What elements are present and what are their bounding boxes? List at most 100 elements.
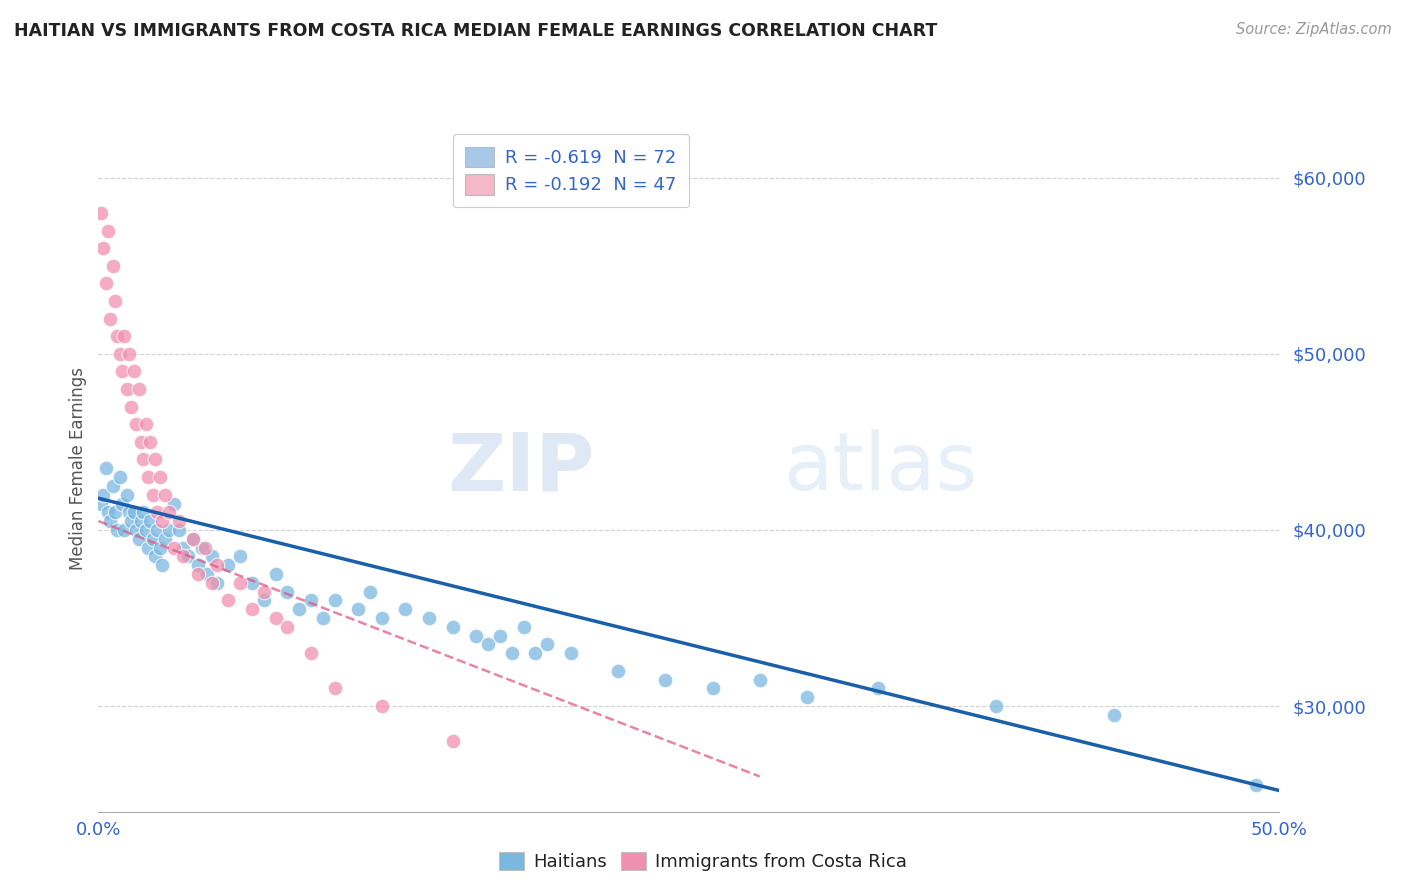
Point <box>125 523 148 537</box>
Point <box>229 549 252 564</box>
Point <box>163 496 186 510</box>
Point <box>104 505 127 519</box>
Point <box>181 532 204 546</box>
Point <box>122 505 145 519</box>
Y-axis label: Median Female Earnings: Median Female Earnings <box>69 367 87 570</box>
Point <box>101 259 124 273</box>
Point <box>177 549 200 564</box>
Point <box>132 505 155 519</box>
Point <box>1102 707 1125 722</box>
Point <box>253 593 276 607</box>
Point <box>866 681 889 696</box>
Point <box>136 541 159 555</box>
Point <box>512 620 534 634</box>
Point <box>441 734 464 748</box>
Point <box>143 549 166 564</box>
Point <box>153 488 176 502</box>
Point <box>132 452 155 467</box>
Point <box>111 364 134 378</box>
Legend: R = -0.619  N = 72, R = -0.192  N = 47: R = -0.619 N = 72, R = -0.192 N = 47 <box>453 134 689 207</box>
Point <box>90 496 112 510</box>
Point <box>217 593 239 607</box>
Point <box>139 514 162 528</box>
Point <box>150 514 173 528</box>
Point <box>312 611 335 625</box>
Point <box>94 277 117 291</box>
Point <box>97 223 120 237</box>
Point <box>418 611 440 625</box>
Point <box>121 400 143 414</box>
Point <box>654 673 676 687</box>
Point <box>187 566 209 581</box>
Point <box>560 646 582 660</box>
Point <box>194 541 217 555</box>
Point <box>115 488 138 502</box>
Point <box>90 206 112 220</box>
Point <box>172 541 194 555</box>
Point <box>105 523 128 537</box>
Text: HAITIAN VS IMMIGRANTS FROM COSTA RICA MEDIAN FEMALE EARNINGS CORRELATION CHART: HAITIAN VS IMMIGRANTS FROM COSTA RICA ME… <box>14 22 938 40</box>
Point <box>121 514 143 528</box>
Point <box>163 541 186 555</box>
Point <box>125 417 148 432</box>
Point <box>97 505 120 519</box>
Point <box>489 629 512 643</box>
Point <box>371 611 394 625</box>
Legend: Haitians, Immigrants from Costa Rica: Haitians, Immigrants from Costa Rica <box>492 845 914 879</box>
Point <box>157 523 180 537</box>
Point <box>146 523 169 537</box>
Point <box>153 532 176 546</box>
Point <box>796 690 818 705</box>
Point <box>94 461 117 475</box>
Point <box>359 584 381 599</box>
Point <box>477 637 499 651</box>
Point <box>112 329 135 343</box>
Point <box>149 541 172 555</box>
Point <box>167 514 190 528</box>
Text: Source: ZipAtlas.com: Source: ZipAtlas.com <box>1236 22 1392 37</box>
Point <box>139 434 162 449</box>
Point <box>323 681 346 696</box>
Point <box>157 505 180 519</box>
Point <box>748 673 770 687</box>
Point <box>253 584 276 599</box>
Point <box>172 549 194 564</box>
Point <box>240 602 263 616</box>
Point <box>299 593 322 607</box>
Point <box>129 434 152 449</box>
Point <box>240 575 263 590</box>
Point <box>118 505 141 519</box>
Point <box>101 479 124 493</box>
Point <box>149 470 172 484</box>
Point <box>984 699 1007 714</box>
Text: ZIP: ZIP <box>447 429 595 508</box>
Point <box>143 452 166 467</box>
Point <box>108 470 131 484</box>
Point <box>201 575 224 590</box>
Point <box>394 602 416 616</box>
Point <box>167 523 190 537</box>
Point <box>264 611 287 625</box>
Point <box>122 364 145 378</box>
Point <box>128 382 150 396</box>
Point <box>135 417 157 432</box>
Point <box>205 558 228 573</box>
Point <box>111 496 134 510</box>
Point <box>205 575 228 590</box>
Point <box>129 514 152 528</box>
Point <box>524 646 547 660</box>
Point <box>536 637 558 651</box>
Point <box>501 646 523 660</box>
Point <box>146 505 169 519</box>
Point <box>187 558 209 573</box>
Point <box>264 566 287 581</box>
Point <box>371 699 394 714</box>
Point <box>607 664 630 678</box>
Point <box>128 532 150 546</box>
Point <box>347 602 370 616</box>
Point <box>181 532 204 546</box>
Point <box>229 575 252 590</box>
Point <box>136 470 159 484</box>
Point <box>465 629 488 643</box>
Text: atlas: atlas <box>783 429 977 508</box>
